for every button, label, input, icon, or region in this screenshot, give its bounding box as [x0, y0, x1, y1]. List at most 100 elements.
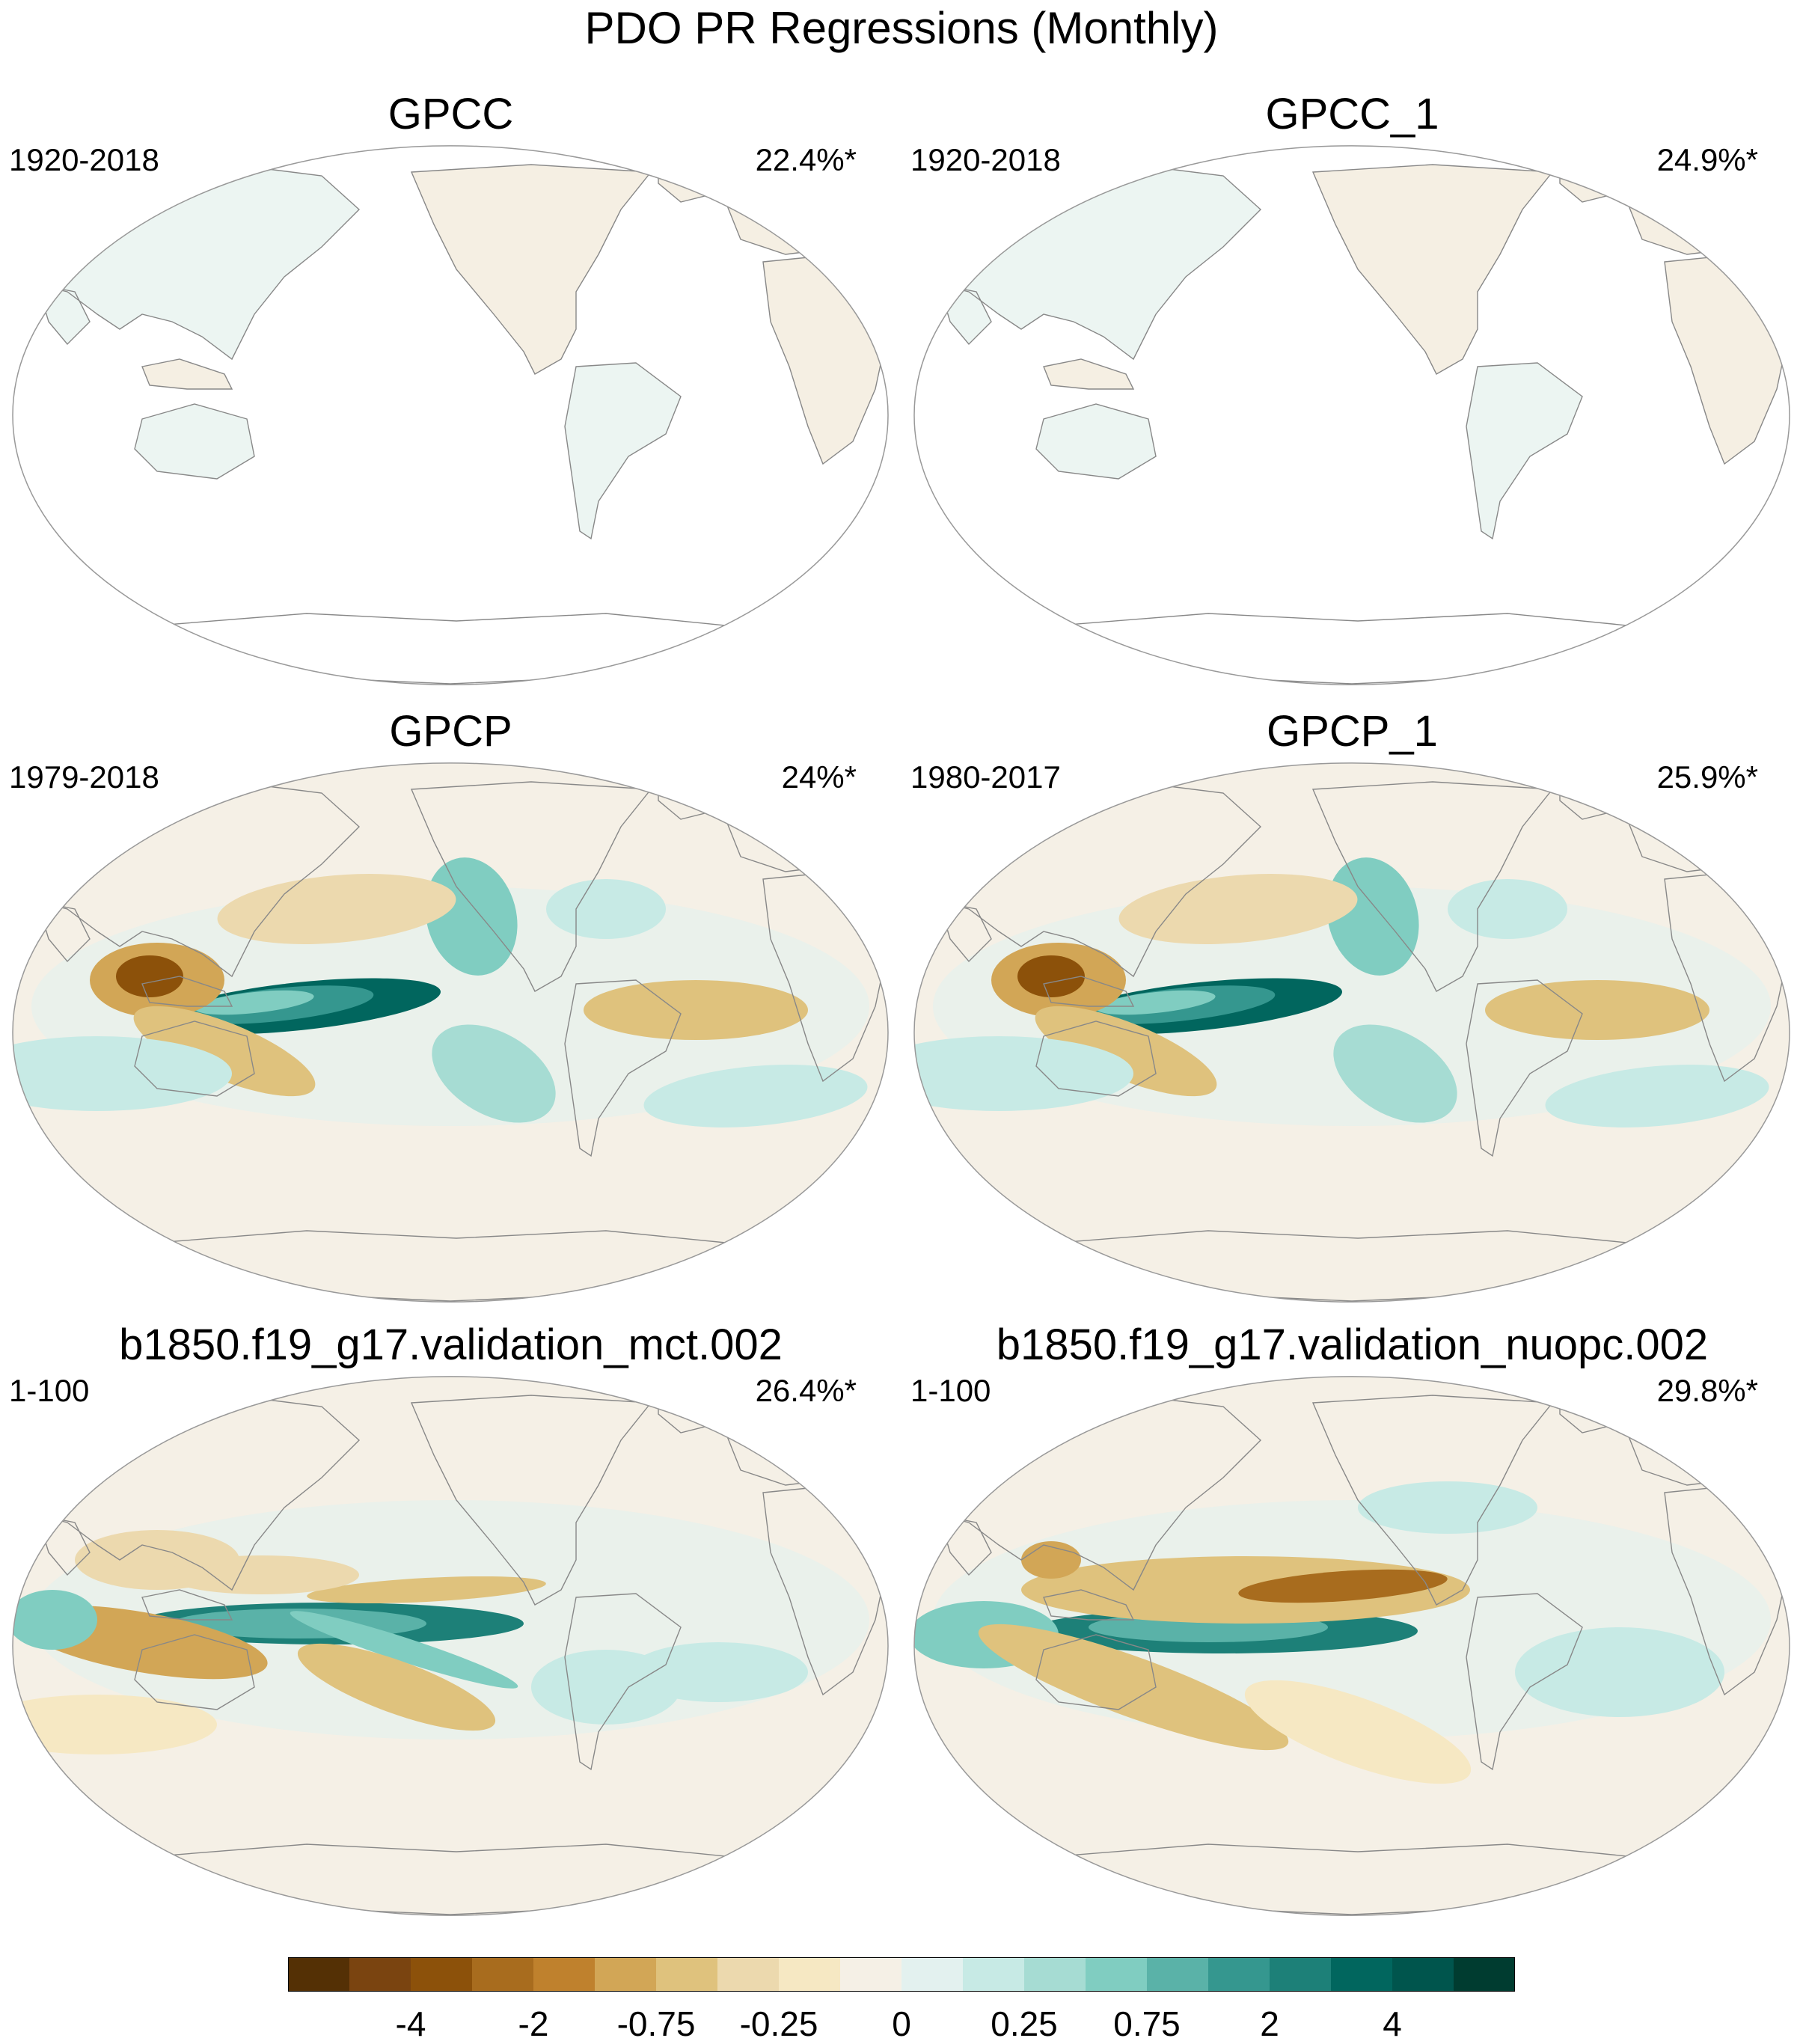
- colorbar-swatch: [1454, 1957, 1515, 1992]
- coast-australia: [1035, 1634, 1157, 1710]
- land-fill: [1036, 404, 1156, 479]
- map-gpcp: [12, 762, 889, 1303]
- colorbar-swatch: [1331, 1957, 1393, 1992]
- coast-maritime-continent: [141, 358, 233, 390]
- anomaly-contour: [584, 980, 808, 1040]
- anomaly-contour: [1017, 955, 1085, 997]
- panel-model-nuopc: b1850.f19_g17.validation_nuopc.002 1-100…: [902, 1231, 1803, 1916]
- land-fill: [1044, 359, 1133, 389]
- anomaly-contour: [1358, 1481, 1537, 1534]
- panel-title: GPCC_1: [1265, 90, 1439, 138]
- anomaly-contour: [116, 955, 183, 997]
- colorbar-swatch: [717, 1957, 780, 1992]
- coast-australia: [1035, 1021, 1157, 1097]
- anomaly-contour: [12, 1590, 97, 1650]
- anomaly-contour: [1448, 879, 1567, 939]
- anomaly-contour: [978, 1624, 1289, 1751]
- colorbar-swatch: [288, 1957, 350, 1992]
- figure-title: PDO PR Regressions (Monthly): [584, 3, 1219, 53]
- coast-australia: [134, 1021, 255, 1097]
- coast-india: [36, 284, 91, 346]
- map-frame: [12, 1376, 889, 1916]
- map-gpcc: [12, 145, 889, 685]
- variance-label: 29.8%*: [1656, 1373, 1758, 1408]
- anomaly-contour: [12, 1036, 232, 1111]
- map-frame: [913, 762, 1790, 1303]
- colorbar-swatch: [1024, 1957, 1086, 1992]
- coast-maritime-continent: [1043, 1589, 1135, 1621]
- panel-title: GPCC: [388, 90, 514, 138]
- colorbar-swatch: [963, 1957, 1025, 1992]
- colorbar-tick-label: -2: [518, 2004, 549, 2043]
- anomaly-contour: [1035, 1006, 1217, 1097]
- period-label: 1-100: [9, 1373, 90, 1408]
- coast-north-america: [410, 781, 652, 992]
- colorbar-tick-label: -0.75: [616, 2004, 696, 2043]
- period-label: 1920-2018: [910, 142, 1061, 177]
- map-gpcc-1: [913, 145, 1790, 685]
- anomaly-contour: [1096, 990, 1216, 1015]
- colorbar-frame: [288, 1957, 1515, 1992]
- variance-label: 26.4%*: [755, 1373, 857, 1408]
- colorbar-tick-label: 0.25: [991, 2004, 1058, 2043]
- period-label: 1979-2018: [9, 759, 159, 795]
- anomaly-contour: [1333, 1024, 1457, 1123]
- anomaly-contour: [133, 1006, 316, 1097]
- coast-india: [36, 901, 91, 963]
- land-fill: [1313, 165, 1552, 374]
- colorbar-swatch: [533, 1957, 596, 1992]
- colorbar-swatch: [1392, 1957, 1454, 1992]
- coast-india: [937, 901, 992, 963]
- variance-label: 24.9%*: [1656, 142, 1758, 177]
- anomaly-contour: [290, 1611, 518, 1689]
- anomaly-contour: [217, 874, 456, 944]
- panel-title: GPCP: [389, 707, 512, 756]
- period-label: 1980-2017: [910, 759, 1061, 795]
- anomaly-contour: [643, 1065, 868, 1127]
- anomaly-contour: [432, 1024, 556, 1123]
- coast-maritime-continent: [141, 976, 233, 1007]
- anomaly-contour: [307, 1576, 546, 1604]
- colorbar: [288, 1957, 1515, 1992]
- variance-label: 22.4%*: [755, 142, 857, 177]
- colorbar-swatch: [1270, 1957, 1332, 1992]
- coast-south-america: [564, 362, 682, 540]
- coast-south-america: [1466, 979, 1583, 1157]
- coast-india: [937, 1514, 992, 1576]
- anomaly-contour: [195, 990, 314, 1015]
- anomaly-contour: [1244, 1680, 1472, 1784]
- anomaly-contour: [1545, 1065, 1769, 1127]
- colorbar-swatch: [840, 1957, 902, 1992]
- coast-australia: [134, 403, 255, 480]
- colorbar-tick-label: 0: [892, 2004, 911, 2043]
- panel-title: b1850.f19_g17.validation_nuopc.002: [996, 1321, 1709, 1369]
- coast-india: [36, 1514, 91, 1576]
- variance-label: 24%*: [781, 759, 857, 795]
- anomaly-contour: [425, 857, 518, 976]
- coast-maritime-continent: [1043, 976, 1135, 1007]
- period-label: 1-100: [910, 1373, 991, 1408]
- colorbar-swatch: [1208, 1957, 1270, 1992]
- colorbar-tick-label: -4: [395, 2004, 426, 2043]
- panel-gpcc: GPCC 1920-2018 22.4%*: [0, 0, 902, 685]
- panel-gpcc-1: GPCC_1 1920-2018 24.9%*: [902, 0, 1803, 685]
- coast-north-america: [1311, 781, 1554, 992]
- coast-australia: [134, 1634, 255, 1710]
- map-model-nuopc: [913, 1376, 1790, 1916]
- panel-gpcp: GPCP 1979-2018 24%*: [0, 617, 902, 1303]
- panel-title: GPCP_1: [1267, 707, 1438, 756]
- map-frame: [913, 1376, 1790, 1916]
- coast-india: [937, 284, 992, 346]
- land-fill: [1466, 363, 1582, 539]
- coast-maritime-continent: [141, 1589, 233, 1621]
- coast-south-america: [564, 979, 682, 1157]
- colorbar-swatch: [349, 1957, 411, 1992]
- land-fill: [565, 363, 681, 539]
- period-label: 1920-2018: [9, 142, 159, 177]
- colorbar-swatch: [902, 1957, 964, 1992]
- colorbar-swatch: [1086, 1957, 1148, 1992]
- variance-label: 25.9%*: [1656, 759, 1758, 795]
- anomaly-contour: [1515, 1627, 1724, 1717]
- colorbar-tick-label: 2: [1260, 2004, 1279, 2043]
- coast-south-america: [564, 1593, 682, 1771]
